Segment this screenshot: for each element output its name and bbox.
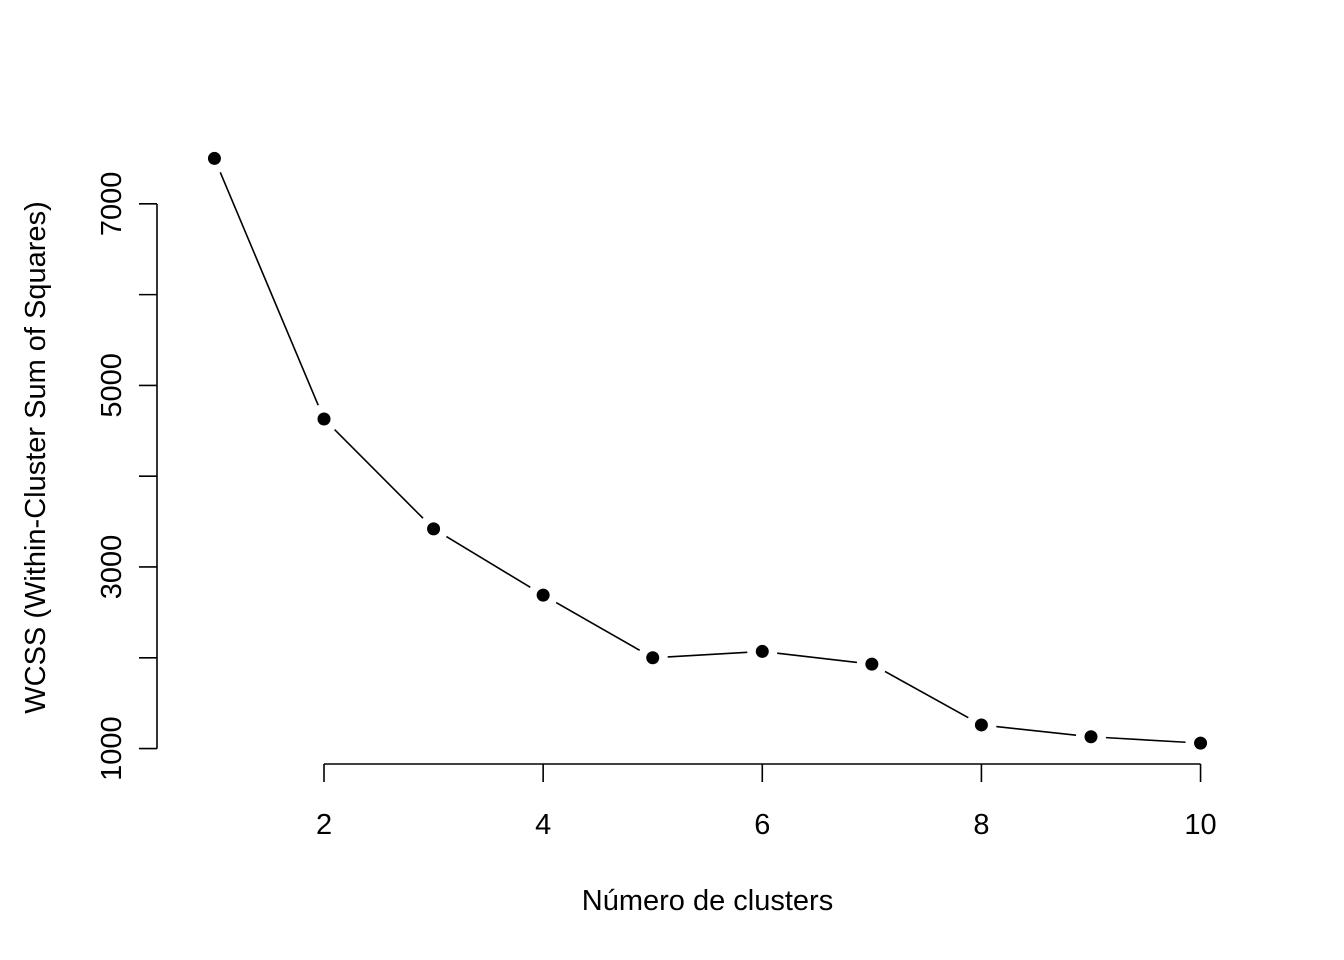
data-point <box>974 718 988 732</box>
series-segment <box>777 652 858 664</box>
series-segment <box>334 429 424 519</box>
x-tick-label: 2 <box>316 809 332 841</box>
data-point <box>755 644 769 658</box>
series-segment <box>446 535 531 589</box>
series-segment <box>996 725 1077 736</box>
data-point <box>427 522 441 536</box>
data-point <box>646 651 660 665</box>
series-segment <box>884 670 969 719</box>
series-segment <box>555 601 641 652</box>
series-segment <box>1105 736 1186 744</box>
data-point <box>1194 736 1208 750</box>
data-point <box>317 412 331 426</box>
x-tick-label: 8 <box>973 809 989 841</box>
x-axis: 2 4 6 8 10 <box>316 763 1217 841</box>
x-tick-label: 4 <box>535 809 551 841</box>
data-point <box>536 588 550 602</box>
data-point <box>1084 730 1098 744</box>
series-segment <box>667 651 748 658</box>
x-axis-title: Número de clusters <box>582 885 833 917</box>
y-tick-label: 5000 <box>96 353 128 418</box>
x-tick-label: 10 <box>1184 809 1216 841</box>
data-point <box>865 657 879 671</box>
y-tick-label: 7000 <box>96 172 128 237</box>
series-line <box>207 151 1208 750</box>
y-axis: 1000 3000 5000 7000 <box>96 172 158 781</box>
x-tick-label: 6 <box>754 809 770 841</box>
y-axis-title: WCSS (Within-Cluster Sum of Squares) <box>20 201 52 713</box>
y-tick-label: 1000 <box>96 716 128 781</box>
data-point <box>207 151 221 165</box>
series-segment <box>219 171 319 406</box>
y-tick-label: 3000 <box>96 535 128 600</box>
